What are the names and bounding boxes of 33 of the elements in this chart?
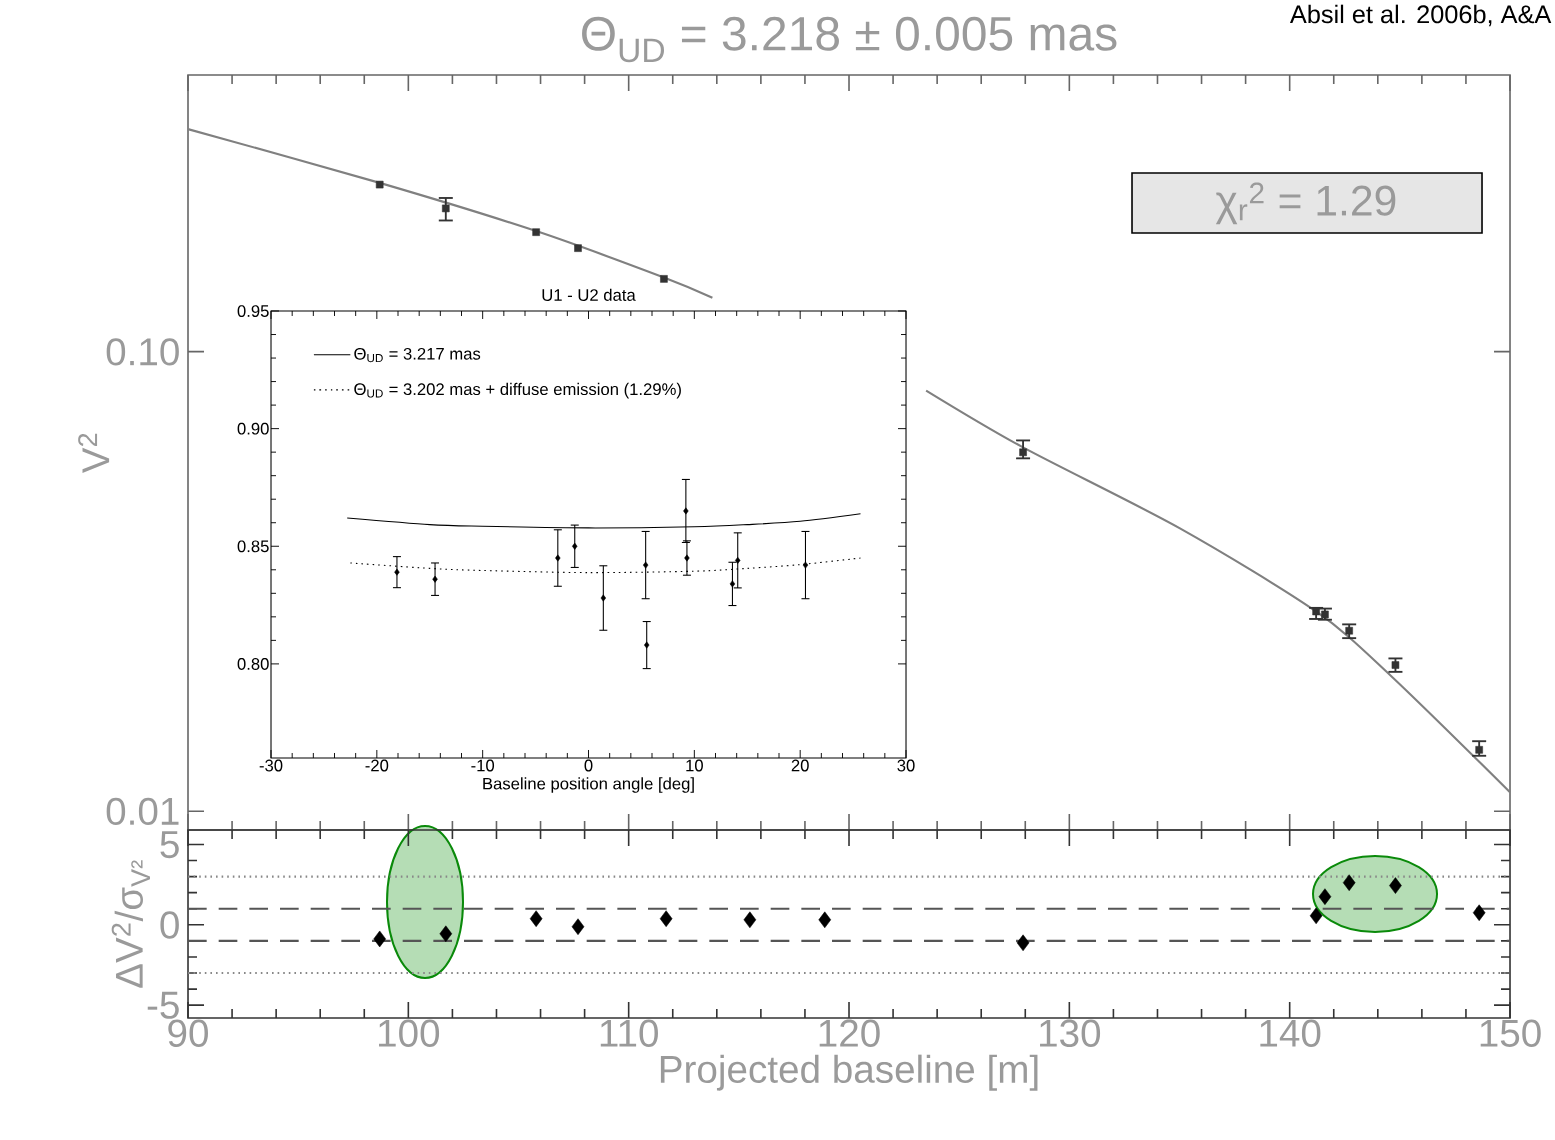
x-tick-label: 120 <box>819 1019 880 1047</box>
x-tick-label: 110 <box>600 1019 658 1047</box>
x-tick-label: 100 <box>379 1019 440 1047</box>
x-tick-label: 130 <box>1040 1019 1101 1047</box>
x-axis-title: Projected baseline [m] <box>660 1054 1038 1091</box>
y-tick-label: 0.10 <box>106 338 179 366</box>
y-axis-title: ΔV$^{2}$/σ$_{V²}$ <box>111 860 150 988</box>
annotation: χ$_{r}$$^{2}$ = 1.29 <box>1215 182 1396 225</box>
y-tick-label: -5 <box>147 991 179 1019</box>
y-tick-label: 0.95 <box>237 305 269 317</box>
x-tick-label: -30 <box>259 759 283 772</box>
x-tick-label: -20 <box>365 759 389 772</box>
y-tick-label: 5 <box>160 831 179 859</box>
y-tick-label: 0.01 <box>106 797 179 826</box>
y-tick-label: 0.90 <box>237 422 269 435</box>
x-axis-title: Baseline position angle [deg] <box>483 777 694 793</box>
y-axis-title: V$^{2}$ <box>78 433 110 474</box>
text: Absil et al. 2006b, A&A <box>1289 4 1552 27</box>
x-tick-label: 150 <box>1480 1019 1541 1047</box>
y-tick-label: 0.85 <box>237 540 269 553</box>
legend-label: Θ$_{UD}$ = 3.217 mas <box>354 347 481 363</box>
chart-title: U1 - U2 data <box>542 288 636 301</box>
x-tick-label: 90 <box>168 1019 208 1047</box>
legend-label: Θ$_{UD}$ = 3.202 mas + diffuse emission (1.29%) <box>354 382 681 399</box>
x-tick-label: 140 <box>1260 1019 1321 1047</box>
x-tick-label: 0 <box>584 759 593 772</box>
chart-title: Θ$_{UD}$ = 3.218 ± 0.005 mas <box>582 16 1117 63</box>
x-tick-label: 10 <box>686 759 703 772</box>
y-tick-label: 0 <box>160 911 179 939</box>
y-tick-label: 0.80 <box>237 658 269 670</box>
x-tick-label: -10 <box>471 759 495 772</box>
x-tick-label: 20 <box>791 759 809 772</box>
x-tick-label: 30 <box>897 759 915 772</box>
